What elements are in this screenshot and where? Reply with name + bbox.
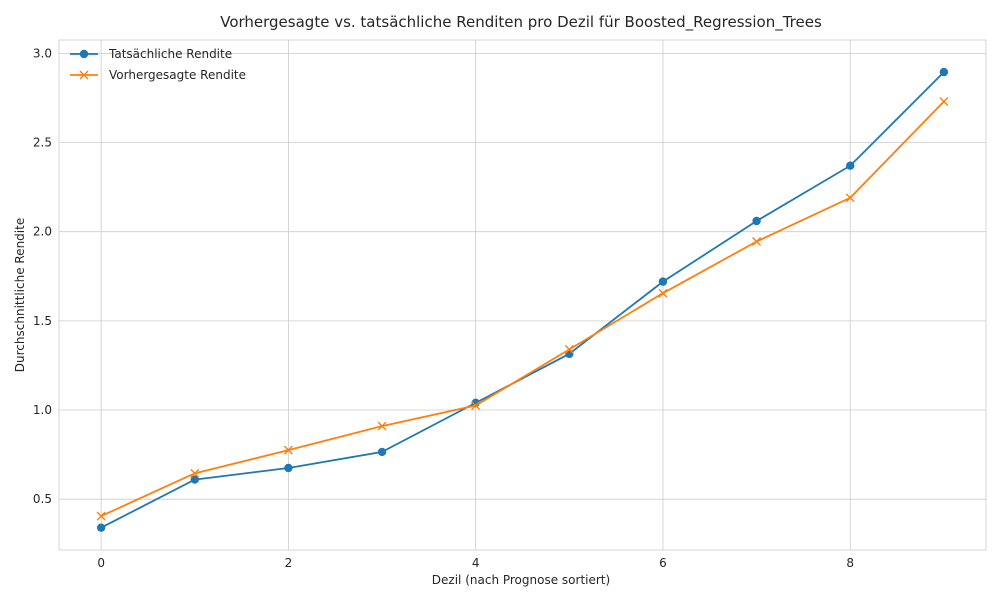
legend-marker bbox=[79, 49, 89, 59]
data-point bbox=[752, 237, 762, 246]
chart-title: Vorhergesagte vs. tatsächliche Renditen … bbox=[220, 13, 822, 32]
x-tick-label: 0 bbox=[97, 556, 105, 570]
series-1 bbox=[96, 97, 949, 521]
data-point bbox=[658, 277, 668, 286]
x-marker-stroke bbox=[283, 445, 293, 455]
x-axis-label: Dezil (nach Prognose sortiert) bbox=[432, 573, 610, 587]
x-tick-label: 4 bbox=[472, 556, 480, 570]
tick-labels: 0 2 4 6 8 0.5 1.0 1.5 2.0 2.5 3.0 bbox=[33, 46, 854, 570]
x-tick-label: 2 bbox=[285, 556, 293, 570]
x-marker-stroke bbox=[96, 511, 106, 521]
series-layer bbox=[96, 67, 949, 532]
y-tick-label: 2.5 bbox=[33, 136, 52, 150]
x-marker-stroke bbox=[752, 237, 762, 246]
data-point bbox=[845, 193, 855, 203]
x-marker-stroke bbox=[190, 468, 200, 478]
x-marker-stroke bbox=[939, 97, 949, 107]
grid bbox=[58, 39, 987, 551]
y-tick-label: 1.5 bbox=[33, 314, 52, 328]
data-point bbox=[190, 468, 200, 478]
x-tick-label: 6 bbox=[659, 556, 667, 570]
x-marker-stroke bbox=[564, 344, 574, 354]
data-point bbox=[96, 511, 106, 521]
x-tick-label: 8 bbox=[846, 556, 854, 570]
plot-frame bbox=[58, 39, 987, 551]
y-tick-label: 0.5 bbox=[33, 492, 52, 506]
legend-label: Vorhergesagte Rendite bbox=[109, 68, 246, 82]
data-point bbox=[284, 463, 293, 473]
y-axis-label: Durchschnittliche Rendite bbox=[13, 218, 27, 372]
legend-item: Vorhergesagte Rendite bbox=[70, 68, 246, 82]
data-point bbox=[377, 447, 387, 457]
data-point bbox=[564, 344, 574, 354]
legend-label: Tatsächliche Rendite bbox=[108, 47, 232, 61]
data-point bbox=[752, 216, 761, 226]
y-tick-label: 2.0 bbox=[33, 225, 52, 239]
data-point bbox=[658, 288, 668, 298]
legend-item: Tatsächliche Rendite bbox=[70, 47, 232, 61]
y-tick-label: 3.0 bbox=[33, 46, 52, 60]
data-point bbox=[846, 161, 855, 170]
legend-marker bbox=[79, 70, 89, 80]
x-marker-stroke bbox=[79, 70, 89, 80]
data-point bbox=[283, 445, 293, 455]
series-line bbox=[100, 100, 945, 517]
y-tick-label: 1.0 bbox=[33, 403, 52, 417]
x-marker-stroke bbox=[845, 193, 855, 203]
x-marker-stroke bbox=[471, 401, 481, 411]
data-point bbox=[471, 401, 481, 411]
x-marker-stroke bbox=[658, 288, 668, 298]
data-point bbox=[96, 523, 106, 532]
data-point bbox=[939, 97, 949, 107]
data-point bbox=[190, 475, 199, 484]
data-point bbox=[377, 421, 387, 431]
x-marker-stroke bbox=[377, 421, 387, 431]
data-point bbox=[939, 67, 949, 77]
legend: Tatsächliche Rendite Vorhergesagte Rendit… bbox=[70, 47, 246, 82]
